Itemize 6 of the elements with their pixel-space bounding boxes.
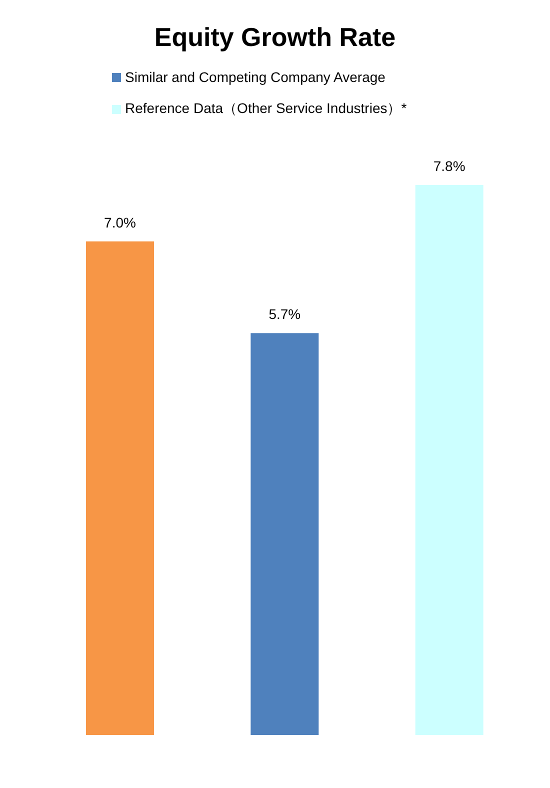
data-label: 7.0% [104,214,136,230]
data-label: 7.8% [433,158,466,174]
legend-label: Similar and Competing Company Average [125,69,386,85]
data-label: 5.7% [268,306,301,322]
chart-title: Equity Growth Rate [153,22,397,53]
legend-label: Reference Data（Other Service Industries）* [125,100,407,118]
